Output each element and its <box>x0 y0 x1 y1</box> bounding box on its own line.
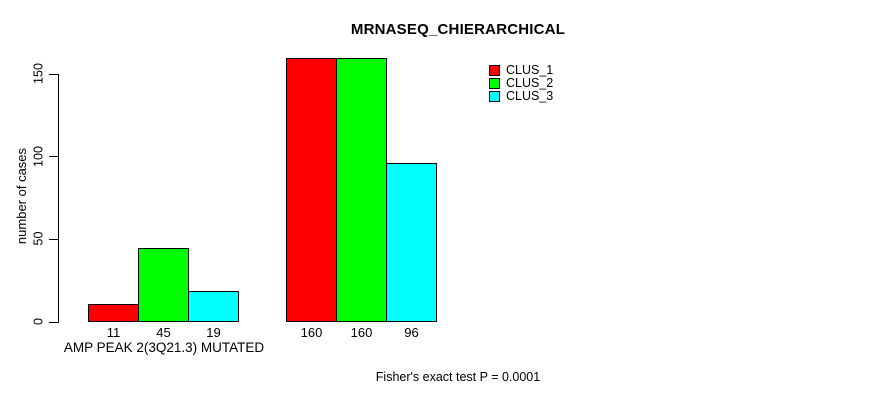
y-tick-label: 100 <box>31 145 45 167</box>
legend-item: CLUS_1 <box>489 64 553 77</box>
y-tick-mark <box>49 73 58 75</box>
legend: CLUS_1 CLUS_2 CLUS_3 <box>489 64 553 103</box>
legend-swatch-icon <box>489 65 500 76</box>
bar-clus_1-group-0 <box>88 304 139 322</box>
x-category-label: AMP PEAK 2(3Q21.3) MUTATED <box>63 340 265 355</box>
bar-value-label: 45 <box>156 325 171 340</box>
bar-value-label: 11 <box>106 325 121 340</box>
legend-item: CLUS_3 <box>489 90 553 103</box>
y-tick-label: 0 <box>31 318 45 325</box>
legend-item: CLUS_2 <box>489 77 553 90</box>
chart-title: MRNASEQ_CHIERARCHICAL <box>350 21 566 38</box>
bar-clus_3-group-1 <box>386 163 437 322</box>
bar-clus_1-group-1 <box>286 58 337 322</box>
legend-swatch-icon <box>489 91 500 102</box>
y-tick-label: 150 <box>31 63 45 85</box>
bar-value-label: 160 <box>300 325 323 340</box>
legend-label: CLUS_1 <box>506 63 554 77</box>
y-axis-label: number of cases <box>14 147 29 245</box>
legend-label: CLUS_3 <box>506 89 554 103</box>
y-tick-mark <box>49 238 58 240</box>
bar-value-label: 19 <box>206 325 221 340</box>
y-tick-label: 50 <box>31 231 45 246</box>
bar-clus_3-group-0 <box>188 291 239 322</box>
bar-value-label: 160 <box>350 325 373 340</box>
annotation-text: Fisher's exact test P = 0.0001 <box>375 370 541 384</box>
y-tick-mark <box>49 156 58 158</box>
bar-clus_2-group-1 <box>336 58 387 322</box>
y-axis-line <box>58 74 59 323</box>
legend-label: CLUS_2 <box>506 76 554 90</box>
y-tick-mark <box>49 321 58 323</box>
bar-value-label: 96 <box>404 325 419 340</box>
bar-clus_2-group-0 <box>138 248 189 322</box>
legend-swatch-icon <box>489 78 500 89</box>
